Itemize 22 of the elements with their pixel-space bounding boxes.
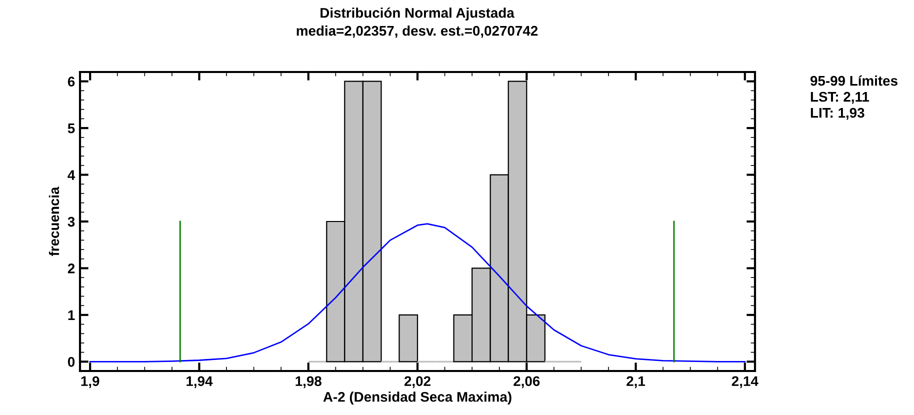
chart-subtitle: media=2,02357, desv. est.=0,0270742	[296, 26, 538, 38]
x-tick-label: 1,9	[81, 376, 100, 388]
y-tick-label: 6	[68, 76, 75, 87]
x-tick-label: 1,98	[296, 376, 322, 388]
y-tick-label: 3	[68, 216, 75, 227]
y-tick-label: 4	[68, 170, 76, 180]
y-tick-label: 1	[68, 310, 75, 320]
x-tick-label: 2,06	[514, 376, 540, 388]
x-tick-label: 2,02	[404, 376, 430, 388]
y-axis-title: frecuencia	[48, 186, 60, 256]
y-tick-label: 2	[68, 264, 75, 274]
x-axis-title: A-2 (Densidad Seca Maxima)	[323, 392, 512, 405]
text: 95-99 Límites	[810, 75, 898, 86]
text: LIT: 1,93	[810, 108, 864, 120]
y-tick-label: 5	[68, 124, 75, 134]
x-tick-label: 2,14	[732, 376, 758, 388]
x-tick-label: 1,94	[186, 376, 213, 388]
y-tick-label: 0	[68, 356, 75, 367]
line-series	[89, 223, 746, 362]
x-tick-label: 2,1	[626, 376, 646, 388]
text: LST: 2,11	[810, 92, 870, 104]
chart-title: Distribución Normal Ajustada	[320, 7, 514, 21]
